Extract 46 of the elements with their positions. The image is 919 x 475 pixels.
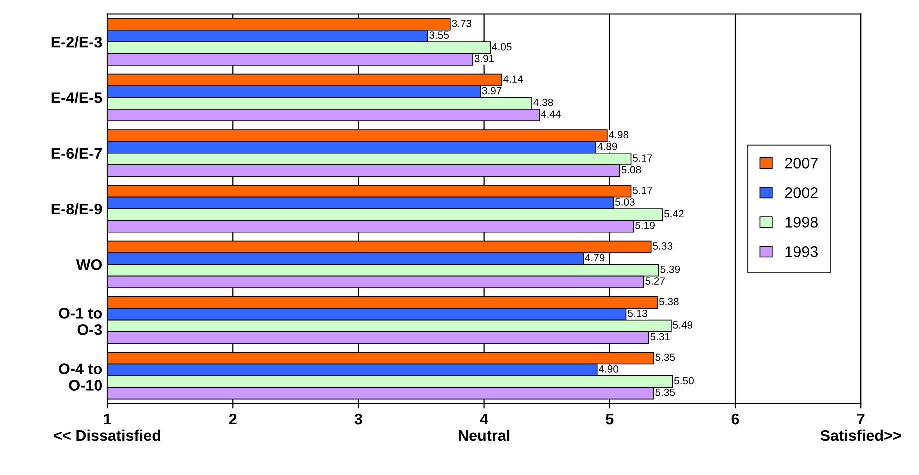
data-label: 4.89: [598, 142, 618, 150]
data-label: 5.50: [674, 377, 694, 385]
data-label: 5.19: [636, 222, 655, 230]
y-tick-label: E-6/E-7: [52, 148, 102, 160]
data-label: 5.03: [615, 198, 635, 206]
data-label: 4.44: [541, 110, 561, 118]
data-label: 5.33: [653, 242, 673, 250]
data-label: 4.14: [504, 76, 524, 83]
legend-label: 1993: [786, 246, 818, 258]
x-tick-label: 3: [354, 414, 362, 425]
data-label: 5.17: [633, 187, 652, 194]
y-tick-label: E-8/E-9: [52, 203, 102, 215]
data-label: 4.90: [598, 366, 619, 373]
legend-label: 2007: [785, 158, 818, 169]
y-tick-label: O-1 to O-3: [59, 308, 102, 336]
x-tick-label: 7 Satisfied>>: [820, 414, 902, 442]
data-label: 5.38: [659, 298, 679, 306]
data-label: 3.97: [482, 87, 502, 95]
data-label: 5.31: [650, 333, 670, 341]
data-label: 5.39: [660, 266, 680, 274]
x-tick-label: 5: [606, 414, 614, 425]
data-label: 3.91: [474, 55, 494, 62]
data-label: 4.79: [585, 254, 605, 262]
data-label: 5.08: [622, 166, 642, 174]
x-tick-label: 2: [229, 414, 237, 425]
data-label: 5.13: [628, 310, 648, 318]
x-tick-label: 1 << Dissatisfied: [54, 414, 160, 442]
data-label: 5.42: [664, 210, 684, 218]
y-tick-label: WO: [76, 260, 102, 270]
data-label: 3.55: [430, 32, 450, 40]
data-label: 5.27: [646, 278, 665, 285]
data-label: 5.49: [673, 322, 693, 329]
data-label: 4.98: [609, 131, 629, 139]
data-label: 5.35: [656, 354, 676, 362]
x-tick-label: 6: [732, 414, 740, 425]
y-tick-label: O-4 to O-10: [59, 364, 102, 391]
x-tick-label: 4 Neutral: [459, 414, 510, 442]
legend-label: 2002: [785, 188, 818, 198]
y-tick-label: E-4/E-5: [52, 92, 102, 104]
y-tick-label: E-2/E-3: [52, 36, 102, 48]
data-label: 3.73: [452, 20, 472, 28]
legend-label: 1998: [786, 217, 818, 228]
data-label: 5.35: [656, 388, 676, 396]
data-label: 4.05: [492, 43, 512, 51]
data-label: 5.17: [633, 154, 652, 162]
data-label: 4.38: [534, 98, 554, 106]
